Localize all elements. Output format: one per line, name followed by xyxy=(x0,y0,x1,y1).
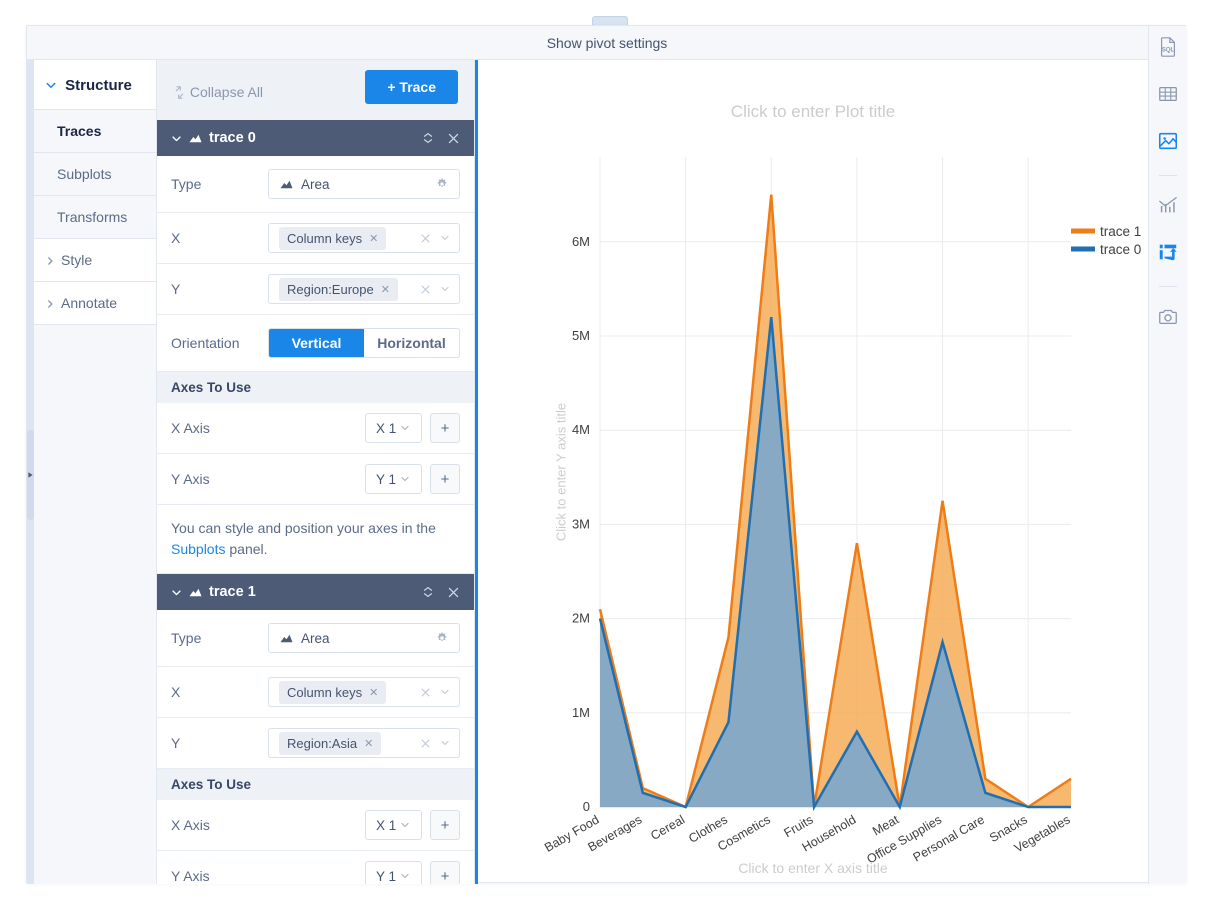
svg-text:SQL: SQL xyxy=(1162,48,1175,54)
svg-text:1M: 1M xyxy=(572,705,590,720)
svg-text:Cereal: Cereal xyxy=(648,812,687,843)
svg-text:4M: 4M xyxy=(572,422,590,437)
svg-text:2M: 2M xyxy=(572,611,590,626)
svg-text:5M: 5M xyxy=(572,328,590,343)
svg-text:0: 0 xyxy=(583,799,590,814)
svg-text:trace 0: trace 0 xyxy=(1100,242,1141,257)
svg-text:6M: 6M xyxy=(572,234,590,249)
svg-text:trace 1: trace 1 xyxy=(1100,224,1141,239)
svg-text:3M: 3M xyxy=(572,516,590,531)
